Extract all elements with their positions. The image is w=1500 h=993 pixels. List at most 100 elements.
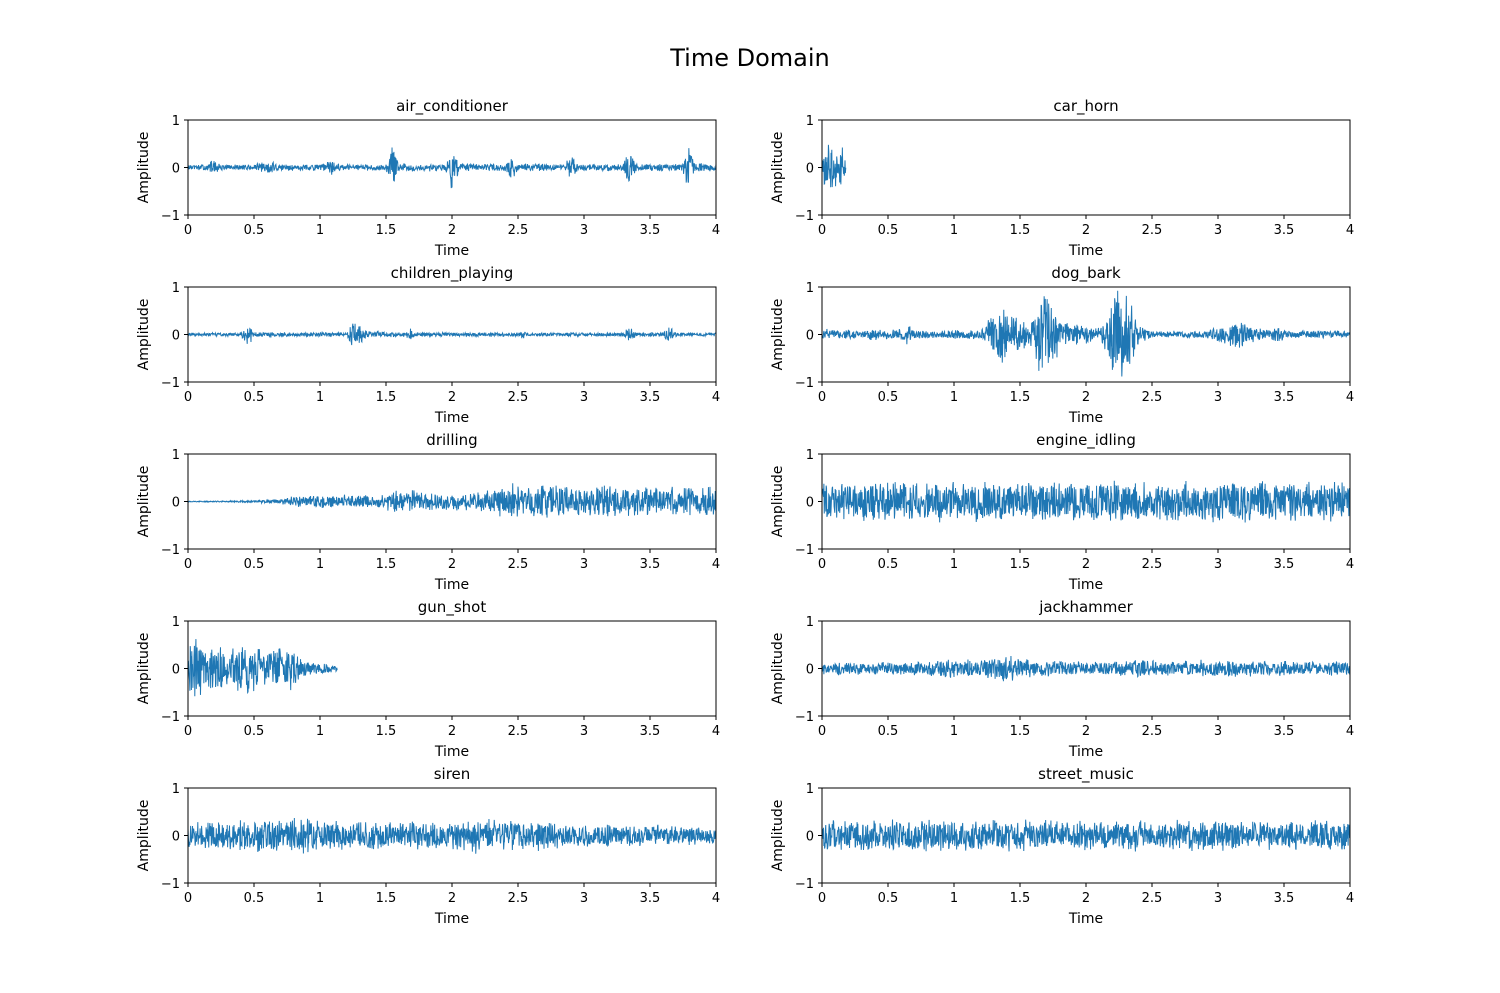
x-tick-label: 1.5 <box>1010 390 1031 405</box>
x-axis-label: Time <box>434 744 469 760</box>
waveform-line <box>188 639 338 697</box>
x-tick-label: 3.5 <box>640 557 661 572</box>
x-axis-label: Time <box>434 243 469 259</box>
y-tick-label: −1 <box>161 710 180 725</box>
x-tick-label: 0 <box>184 223 192 238</box>
x-tick-label: 0 <box>818 724 826 739</box>
x-tick-label: 2 <box>1082 223 1090 238</box>
x-tick-label: 1 <box>316 223 324 238</box>
x-tick-label: 2 <box>1082 724 1090 739</box>
subplot-children-playing: 0 0.5 1 1.5 2 2.5 3 3.5 4 −1 0 1 children_playing Tim… <box>136 264 720 426</box>
y-tick-label: −1 <box>161 376 180 391</box>
x-tick-label: 0.5 <box>878 557 899 572</box>
y-tick-label: 1 <box>806 615 814 630</box>
x-tick-label: 4 <box>1346 223 1354 238</box>
subplot-title: dog_bark <box>1051 264 1121 283</box>
x-tick-label: 3.5 <box>640 724 661 739</box>
x-tick-label: 3.5 <box>640 390 661 405</box>
y-axis-label: Amplitude <box>136 299 152 371</box>
x-tick-label: 3 <box>1214 724 1222 739</box>
subplot-dog-bark: 0 0.5 1 1.5 2 2.5 3 3.5 4 −1 0 1 dog_bark Time Amplitu… <box>770 264 1354 426</box>
waveform-line <box>822 144 847 188</box>
y-axis-label: Amplitude <box>136 466 152 538</box>
x-tick-label: 1 <box>316 557 324 572</box>
x-tick-label: 3.5 <box>1274 557 1295 572</box>
y-axis-label: Amplitude <box>770 633 786 705</box>
x-tick-label: 2 <box>1082 891 1090 906</box>
y-tick-label: −1 <box>795 376 814 391</box>
x-tick-label: 4 <box>1346 724 1354 739</box>
x-tick-label: 0 <box>184 891 192 906</box>
y-tick-label: 0 <box>172 496 180 511</box>
y-axis-label: Amplitude <box>770 800 786 872</box>
y-tick-label: −1 <box>795 877 814 892</box>
x-tick-label: 2.5 <box>508 557 529 572</box>
x-tick-label: 2.5 <box>1142 390 1163 405</box>
x-tick-label: 4 <box>1346 557 1354 572</box>
x-tick-label: 2 <box>1082 557 1090 572</box>
subplot-gun-shot: 0 0.5 1 1.5 2 2.5 3 3.5 4 −1 0 1 gun_shot Time Amplitu… <box>136 598 720 760</box>
x-tick-label: 1 <box>950 557 958 572</box>
y-tick-label: 1 <box>806 114 814 129</box>
waveform-line <box>822 819 1350 852</box>
y-tick-label: 1 <box>172 448 180 463</box>
x-tick-label: 3 <box>1214 891 1222 906</box>
x-tick-label: 3 <box>1214 390 1222 405</box>
y-tick-label: 0 <box>172 162 180 177</box>
x-tick-label: 0.5 <box>878 223 899 238</box>
x-tick-label: 2 <box>448 223 456 238</box>
x-tick-label: 4 <box>1346 390 1354 405</box>
y-axis-label: Amplitude <box>770 132 786 204</box>
y-tick-label: −1 <box>161 543 180 558</box>
x-tick-label: 2.5 <box>1142 557 1163 572</box>
y-tick-label: 0 <box>806 663 814 678</box>
x-tick-label: 0.5 <box>878 891 899 906</box>
x-tick-label: 4 <box>712 891 720 906</box>
y-tick-label: 0 <box>806 162 814 177</box>
x-tick-label: 0 <box>184 390 192 405</box>
x-tick-label: 1.5 <box>1010 891 1031 906</box>
x-tick-label: 3.5 <box>1274 223 1295 238</box>
x-tick-label: 2 <box>448 724 456 739</box>
x-tick-label: 0 <box>184 724 192 739</box>
x-tick-label: 2.5 <box>508 223 529 238</box>
x-tick-label: 1.5 <box>376 557 397 572</box>
figure-title: Time Domain <box>670 44 830 72</box>
y-tick-label: 1 <box>172 114 180 129</box>
x-tick-label: 0.5 <box>244 390 265 405</box>
x-tick-label: 1 <box>316 724 324 739</box>
subplot-drilling: 0 0.5 1 1.5 2 2.5 3 3.5 4 −1 0 1 drilling Time Amplitu… <box>136 431 720 593</box>
y-axis-label: Amplitude <box>770 466 786 538</box>
x-tick-label: 3 <box>580 557 588 572</box>
x-tick-label: 1.5 <box>376 724 397 739</box>
x-axis-label: Time <box>1068 911 1103 927</box>
x-tick-label: 2 <box>1082 390 1090 405</box>
waveform-line <box>822 290 1350 377</box>
x-tick-label: 0.5 <box>244 557 265 572</box>
y-axis-label: Amplitude <box>136 132 152 204</box>
x-axis-label: Time <box>1068 744 1103 760</box>
y-tick-label: 0 <box>806 496 814 511</box>
y-tick-label: −1 <box>795 710 814 725</box>
x-tick-label: 1.5 <box>376 390 397 405</box>
subplot-title: air_conditioner <box>396 97 509 116</box>
x-tick-label: 4 <box>712 724 720 739</box>
x-tick-label: 3.5 <box>640 223 661 238</box>
y-tick-label: 0 <box>806 329 814 344</box>
waveform-line <box>188 818 716 854</box>
waveform-line <box>822 480 1350 523</box>
y-axis-label: Amplitude <box>136 800 152 872</box>
y-tick-label: −1 <box>161 877 180 892</box>
x-axis-label: Time <box>434 577 469 593</box>
subplot-title: engine_idling <box>1036 431 1136 450</box>
y-tick-label: 0 <box>172 663 180 678</box>
x-axis-label: Time <box>1068 243 1103 259</box>
x-tick-label: 2.5 <box>508 891 529 906</box>
y-tick-label: −1 <box>795 209 814 224</box>
y-tick-label: 1 <box>172 281 180 296</box>
x-tick-label: 4 <box>1346 891 1354 906</box>
x-tick-label: 0 <box>818 891 826 906</box>
subplot-engine-idling: 0 0.5 1 1.5 2 2.5 3 3.5 4 −1 0 1 engine_idling Time Am… <box>770 431 1354 593</box>
subplot-title: drilling <box>426 431 477 449</box>
